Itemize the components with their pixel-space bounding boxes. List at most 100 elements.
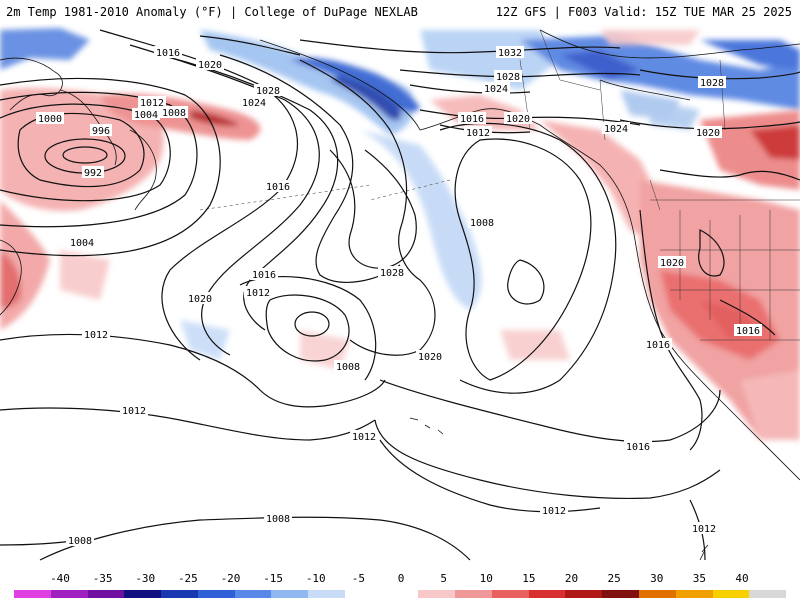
colorbar-segment	[197, 590, 235, 598]
svg-text:1016: 1016	[156, 48, 180, 59]
map-header: 2m Temp 1981-2010 Anomaly (°F) | College…	[0, 0, 800, 24]
colorbar-segment	[675, 590, 713, 598]
contour-label: 1012	[540, 504, 568, 517]
colorbar-segment	[749, 590, 787, 598]
svg-text:1012: 1012	[122, 406, 146, 417]
svg-text:1008: 1008	[266, 514, 290, 525]
colorbar-segment	[565, 590, 603, 598]
colorbar-segment	[602, 590, 640, 598]
svg-text:1024: 1024	[604, 124, 628, 135]
colorbar-tick-label: 25	[607, 572, 621, 585]
contour-label: 1012	[464, 126, 492, 139]
svg-text:1012: 1012	[692, 524, 716, 535]
svg-text:1020: 1020	[696, 128, 720, 139]
svg-text:1016: 1016	[252, 270, 276, 281]
colorbar-tick-labels: -40 -35 -30 -25 -20 -15 -10 -5 0 5 10 15 20 25 30 35 40	[0, 572, 800, 586]
colorbar-segment	[712, 590, 750, 598]
contour-label: 1012	[138, 96, 166, 109]
contour-label: 1000	[36, 112, 64, 125]
colorbar-tick-label: 20	[564, 572, 579, 585]
colorbar-segment	[381, 590, 419, 598]
contour-label: 1020	[504, 112, 532, 125]
svg-text:1004: 1004	[134, 110, 158, 121]
contour-label: 1008	[264, 512, 292, 525]
contour-label: 992	[82, 166, 104, 179]
colorbar-tick-label: -10	[305, 572, 326, 585]
colorbar-segment	[161, 590, 198, 598]
svg-text:1008: 1008	[336, 362, 360, 373]
colorbar-tick-label: 5	[440, 572, 447, 585]
contour-label: 1004	[68, 236, 96, 249]
contour-label: 1028	[494, 70, 522, 83]
contour-label: 1012	[690, 522, 718, 535]
colorbar-segment	[455, 590, 492, 598]
colorbar-segment	[271, 590, 309, 598]
colorbar-tick-label: -30	[135, 572, 156, 585]
contour-label: 1016	[624, 440, 652, 453]
colorbar-tick-label: -40	[50, 572, 70, 585]
contour-label: 1008	[334, 360, 362, 373]
colorbar-segment	[50, 590, 88, 598]
contour-label: 1016	[458, 112, 486, 125]
contour-labels: 1016 1020 1012 1008 1024 1028 1004 1000 …	[36, 46, 762, 547]
contour-label: 1020	[196, 58, 224, 71]
colorbar-tick-label: 40	[735, 572, 749, 585]
colorbar-segment	[308, 590, 345, 598]
contour-label: 1028	[698, 76, 726, 89]
colorbar-segment	[491, 590, 529, 598]
anomaly-map[interactable]: 1016 1020 1012 1008 1024 1028 1004 1000 …	[0, 24, 800, 572]
contour-label: 1012	[244, 286, 272, 299]
contour-label: 1008	[160, 106, 188, 119]
colorbar-strip	[14, 590, 787, 598]
contour-label: 1020	[658, 256, 686, 269]
svg-text:1016: 1016	[736, 326, 760, 337]
contour-label: 1016	[264, 180, 292, 193]
map-panel[interactable]: 1016 1020 1012 1008 1024 1028 1004 1000 …	[0, 24, 800, 572]
colorbar-segment	[528, 590, 566, 598]
svg-text:1016: 1016	[646, 340, 670, 351]
svg-text:1020: 1020	[198, 60, 222, 71]
svg-text:1012: 1012	[352, 432, 376, 443]
colorbar-tick-label: 0	[397, 572, 405, 585]
svg-text:1020: 1020	[418, 352, 442, 363]
colorbar-segment	[87, 590, 125, 598]
header-right-title: 12Z GFS | F003 Valid: 15Z TUE MAR 25 202…	[495, 5, 792, 19]
contour-label: 1028	[254, 84, 282, 97]
colorbar-tick-label: -20	[220, 572, 241, 585]
svg-text:1012: 1012	[140, 98, 164, 109]
svg-text:1028: 1028	[496, 72, 520, 83]
svg-text:1012: 1012	[466, 128, 490, 139]
contour-label: 1008	[66, 534, 94, 547]
svg-text:1020: 1020	[188, 294, 212, 305]
contour-label: 1028	[378, 266, 406, 279]
contour-label: 1016	[734, 324, 762, 337]
contour-label: 1032	[496, 46, 524, 59]
svg-text:992: 992	[84, 168, 102, 179]
svg-text:1024: 1024	[484, 84, 508, 95]
svg-text:1012: 1012	[542, 506, 566, 517]
contour-label: 1016	[250, 268, 278, 281]
svg-text:1024: 1024	[242, 98, 266, 109]
colorbar-segment	[234, 590, 272, 598]
svg-text:1028: 1028	[256, 86, 280, 97]
svg-text:1008: 1008	[162, 108, 186, 119]
svg-text:1016: 1016	[626, 442, 650, 453]
colorbar-segment	[344, 590, 382, 598]
svg-text:1004: 1004	[70, 238, 94, 249]
colorbar-tick-label: -35	[92, 572, 113, 585]
svg-text:1000: 1000	[38, 114, 62, 125]
svg-text:1028: 1028	[700, 78, 724, 89]
contour-label: 1020	[416, 350, 444, 363]
svg-text:996: 996	[92, 126, 110, 137]
contour-label: 1020	[186, 292, 214, 305]
contour-label: 1016	[154, 46, 182, 59]
colorbar-tick-label: 15	[522, 572, 536, 585]
header-left-title: 2m Temp 1981-2010 Anomaly (°F) | College…	[6, 5, 418, 19]
contour-label: 1024	[482, 82, 510, 95]
contour-label: 1004	[132, 108, 160, 121]
contour-label: 1008	[468, 216, 496, 229]
colorbar-tick-label: 35	[692, 572, 706, 585]
svg-text:1020: 1020	[506, 114, 530, 125]
contour-label: 1016	[644, 338, 672, 351]
contour-label: 1012	[120, 404, 148, 417]
